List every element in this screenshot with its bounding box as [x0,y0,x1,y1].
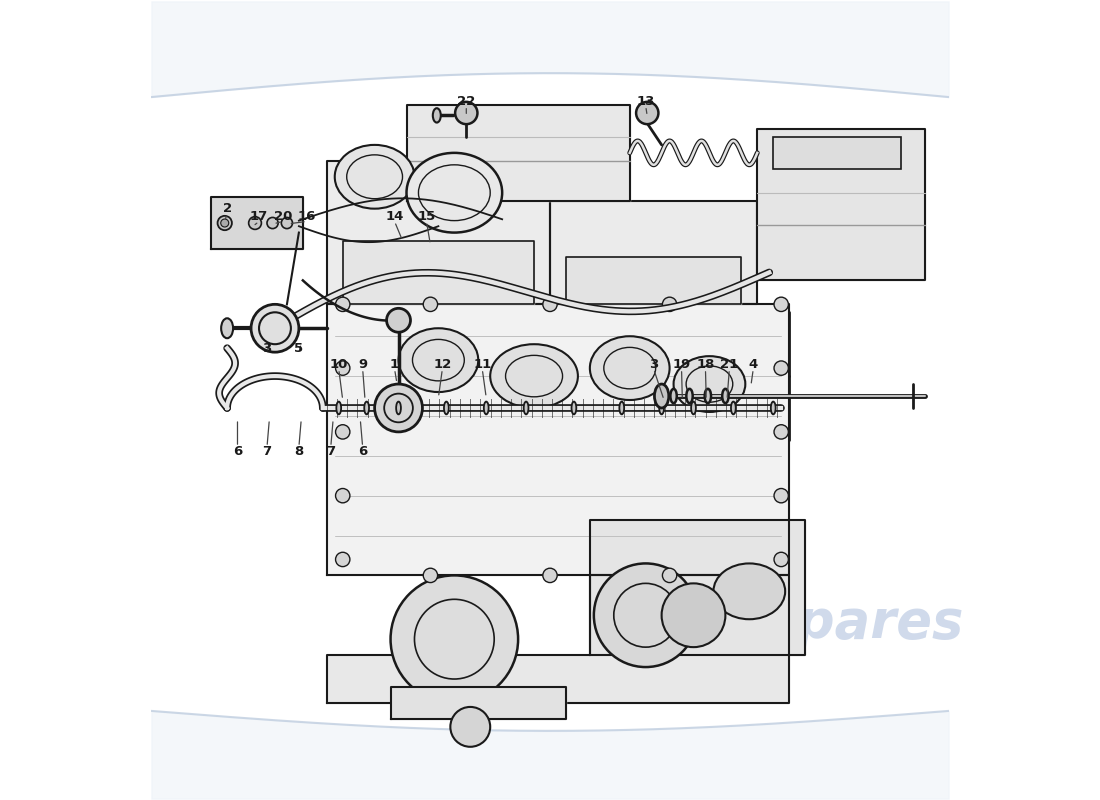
Bar [773,137,901,169]
Circle shape [267,218,278,229]
Ellipse shape [714,563,785,619]
Circle shape [336,552,350,566]
Ellipse shape [670,389,676,403]
Ellipse shape [221,318,233,338]
Ellipse shape [771,402,775,414]
Text: 6: 6 [358,446,367,458]
Circle shape [386,308,410,332]
Circle shape [336,297,350,311]
Ellipse shape [659,402,664,414]
Circle shape [774,552,789,566]
Polygon shape [550,201,757,304]
Text: 7: 7 [263,446,272,458]
Text: 16: 16 [298,210,316,223]
Circle shape [424,297,438,311]
Ellipse shape [364,402,368,414]
Text: 20: 20 [274,210,293,223]
Ellipse shape [654,384,669,408]
Polygon shape [327,304,789,575]
Polygon shape [565,257,741,304]
Ellipse shape [334,145,415,209]
Ellipse shape [691,402,696,414]
Text: 4: 4 [749,358,758,370]
Circle shape [662,297,676,311]
Polygon shape [757,129,925,281]
Ellipse shape [619,402,624,414]
Text: 19: 19 [672,358,691,370]
Ellipse shape [407,153,503,233]
Circle shape [774,361,789,375]
Circle shape [218,216,232,230]
Ellipse shape [732,402,736,414]
Ellipse shape [590,336,670,400]
Circle shape [424,568,438,582]
Text: 18: 18 [696,358,715,370]
Circle shape [774,489,789,503]
Text: 9: 9 [359,358,367,370]
Text: 5: 5 [295,342,304,354]
Polygon shape [390,687,565,719]
Polygon shape [590,519,805,655]
Circle shape [661,583,725,647]
Ellipse shape [396,402,400,414]
Polygon shape [407,105,629,201]
Polygon shape [343,241,535,304]
Circle shape [636,102,659,124]
Circle shape [249,217,262,230]
Circle shape [375,384,422,432]
Circle shape [336,489,350,503]
Text: 14: 14 [385,210,404,223]
Text: 21: 21 [720,358,738,370]
Ellipse shape [432,108,441,122]
Circle shape [390,575,518,703]
Ellipse shape [705,389,711,403]
Text: 8: 8 [295,446,304,458]
Circle shape [542,568,558,582]
Text: 11: 11 [473,358,492,370]
Circle shape [336,425,350,439]
Ellipse shape [723,389,728,403]
Text: eurospares: eurospares [366,278,700,330]
Polygon shape [211,197,303,249]
Text: 13: 13 [637,94,654,107]
Text: 1: 1 [390,358,399,370]
Circle shape [542,297,558,311]
Ellipse shape [572,402,576,414]
Text: 22: 22 [458,94,475,107]
Text: eurospares: eurospares [629,598,964,650]
Text: 10: 10 [330,358,348,370]
Text: 2: 2 [222,202,232,215]
Circle shape [221,219,229,227]
Circle shape [455,102,477,124]
Polygon shape [327,575,789,703]
Text: 7: 7 [327,446,336,458]
Text: 17: 17 [250,210,268,223]
Text: 3: 3 [649,358,658,370]
Ellipse shape [444,402,449,414]
Text: 15: 15 [417,210,436,223]
Ellipse shape [673,356,746,412]
Text: 3: 3 [263,342,272,354]
Ellipse shape [484,402,488,414]
Circle shape [282,218,293,229]
Text: 6: 6 [233,446,242,458]
Ellipse shape [686,389,693,403]
Circle shape [774,425,789,439]
Circle shape [450,707,491,746]
Ellipse shape [524,402,528,414]
Circle shape [774,297,789,311]
Circle shape [662,568,676,582]
Circle shape [594,563,697,667]
Polygon shape [327,161,550,304]
Ellipse shape [491,344,578,408]
Text: 12: 12 [433,358,451,370]
Circle shape [336,361,350,375]
Ellipse shape [398,328,478,392]
Ellipse shape [337,402,341,414]
Circle shape [251,304,299,352]
